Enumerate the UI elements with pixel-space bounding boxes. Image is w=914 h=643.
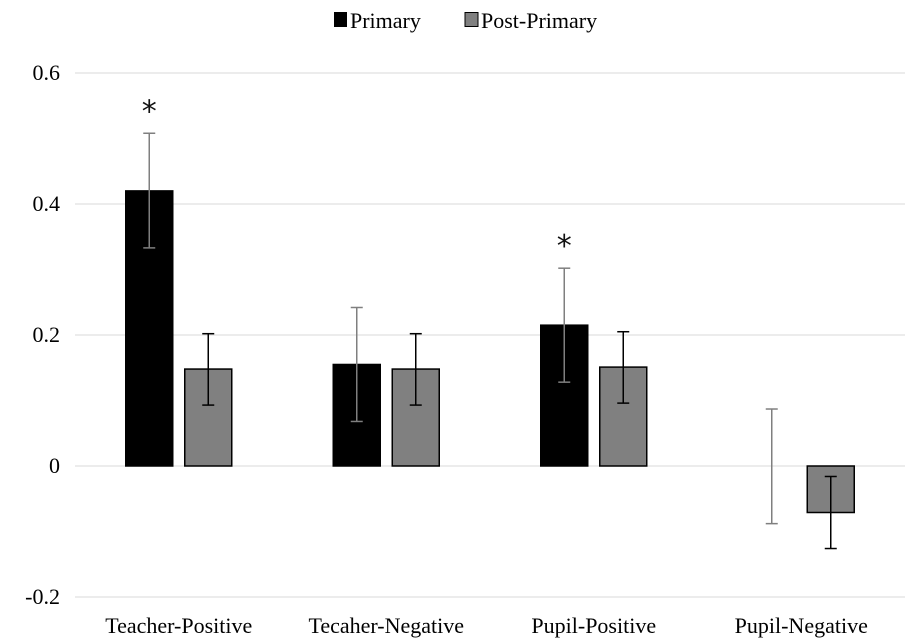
error-bar bbox=[143, 132, 156, 249]
error-bars bbox=[143, 132, 837, 550]
significance-asterisk: * bbox=[557, 229, 572, 264]
y-tick-label: 0 bbox=[49, 453, 60, 478]
error-bar bbox=[824, 475, 837, 550]
bars bbox=[125, 190, 855, 514]
legend-label-primary: Primary bbox=[350, 8, 421, 33]
category-label: Pupil-Negative bbox=[735, 613, 868, 638]
bar-post-primary bbox=[184, 368, 233, 467]
y-tick-label: 0.4 bbox=[33, 191, 61, 216]
legend-swatch-post-primary bbox=[464, 12, 479, 27]
legend-label-post-primary: Post-Primary bbox=[481, 8, 597, 33]
gridlines bbox=[75, 72, 905, 598]
significance-markers: ** bbox=[142, 94, 572, 264]
category-label: Tecaher-Negative bbox=[308, 613, 464, 638]
legend-swatch-primary bbox=[334, 12, 347, 27]
y-axis-tick-labels: -0.2 0 0.2 0.4 0.6 bbox=[25, 60, 60, 609]
error-bar bbox=[409, 332, 422, 406]
significance-asterisk: * bbox=[142, 94, 157, 129]
y-tick-label: 0.6 bbox=[33, 60, 61, 85]
error-bar bbox=[350, 306, 363, 423]
y-tick-label: 0.2 bbox=[33, 322, 61, 347]
y-tick-label: -0.2 bbox=[25, 584, 60, 609]
x-axis-category-labels: Teacher-Positive Tecaher-Negative Pupil-Po… bbox=[105, 613, 868, 638]
error-bar bbox=[765, 408, 778, 525]
legend: Primary Post-Primary bbox=[334, 8, 597, 33]
error-bar bbox=[558, 267, 571, 383]
category-label: Teacher-Positive bbox=[105, 613, 252, 638]
error-bar bbox=[617, 330, 630, 404]
error-bar bbox=[202, 332, 215, 406]
category-label: Pupil-Positive bbox=[531, 613, 656, 638]
